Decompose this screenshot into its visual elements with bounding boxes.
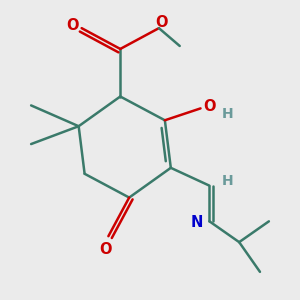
Text: O: O [203, 99, 216, 114]
Text: H: H [221, 107, 233, 121]
Text: O: O [67, 18, 79, 33]
Text: H: H [221, 174, 233, 188]
Text: N: N [191, 215, 203, 230]
Text: O: O [156, 15, 168, 30]
Text: O: O [99, 242, 112, 257]
